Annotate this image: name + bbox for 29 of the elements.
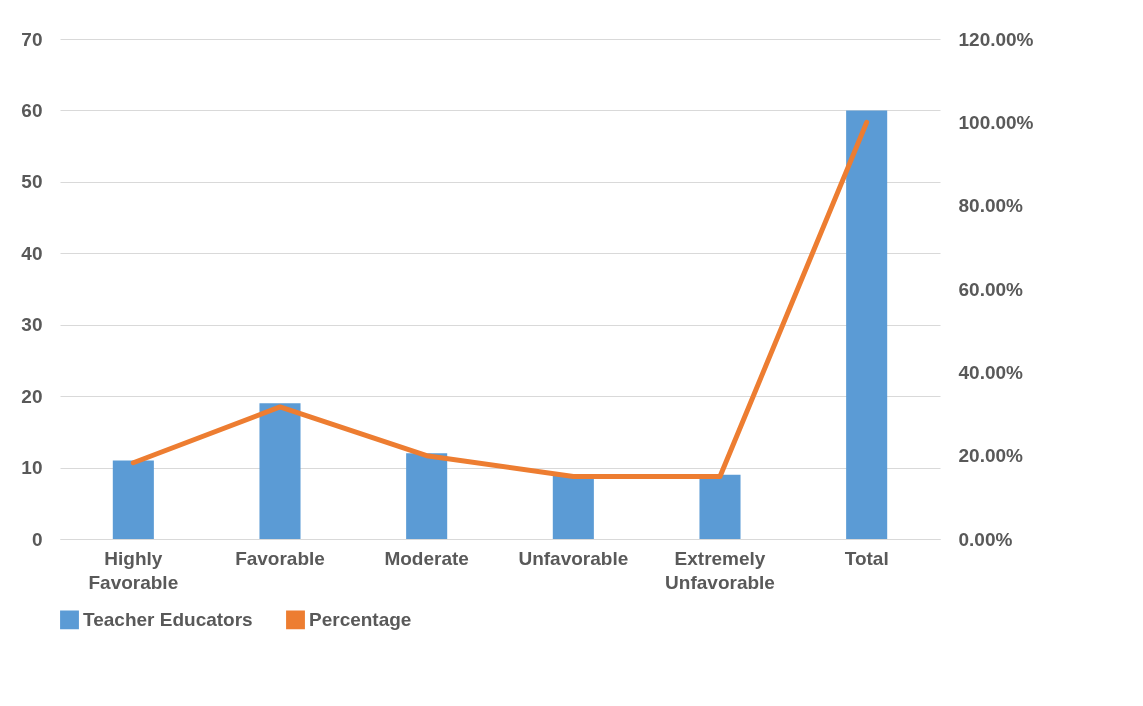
bar [259, 403, 301, 539]
x-tick-label: Extremely Unfavorable [665, 547, 775, 593]
bar [406, 453, 448, 539]
y2-tick-label: 20.00% [958, 445, 1024, 467]
bar [552, 474, 594, 539]
y2-tick-label: 100.00% [958, 111, 1034, 133]
x-tick-label: Favorable [235, 547, 325, 569]
bar [112, 460, 154, 539]
y2-tick-label: 120.00% [958, 28, 1034, 50]
y-tick-label: 20 [21, 385, 43, 407]
y-tick-label: 10 [21, 457, 43, 479]
y2-tick-label: 0.00% [958, 528, 1013, 550]
y-tick-label: 70 [21, 28, 43, 50]
x-tick-label: Total [844, 547, 889, 569]
y-tick-label: 30 [21, 314, 43, 336]
y-tick-label: 50 [21, 171, 43, 193]
y2-tick-label: 40.00% [958, 361, 1024, 383]
x-tick-label: Highly Favorable [88, 547, 179, 593]
x-tick-label: Unfavorable [518, 547, 629, 569]
y-tick-label: 60 [21, 99, 43, 121]
y2-tick-label: 60.00% [958, 278, 1024, 300]
x-tick-label: Moderate [384, 547, 469, 569]
y-tick-label: 40 [21, 242, 43, 264]
legend-label: Teacher Educators [83, 608, 253, 630]
legend-label: Percentage [309, 608, 412, 630]
bar [846, 110, 888, 539]
bar [699, 474, 741, 539]
y-tick-label: 0 [31, 528, 43, 550]
y2-tick-label: 80.00% [958, 195, 1024, 217]
